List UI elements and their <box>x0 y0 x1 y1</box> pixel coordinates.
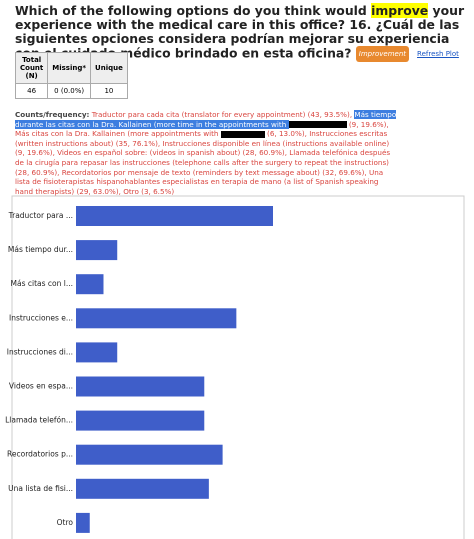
title-highlight: improve <box>371 3 429 18</box>
y-tick-label: Instrucciones di... <box>7 347 73 356</box>
bar <box>76 206 273 226</box>
tag[interactable]: Improvement <box>355 46 410 62</box>
bar <box>76 376 205 397</box>
title-text: Which of the following options do you th… <box>15 3 372 18</box>
redaction <box>220 130 265 138</box>
y-tick-label: Instrucciones e... <box>9 313 73 322</box>
y-tick-label: Más citas con l... <box>11 279 73 288</box>
bar <box>76 274 104 295</box>
bar <box>76 410 205 431</box>
header-cell: Unique <box>90 52 128 84</box>
frequency-part: Traductor para cada cita (translator for… <box>89 110 355 119</box>
frequency-text: Counts/frequency: Traductor para cada ci… <box>15 110 397 196</box>
chart: Traductor para ... Más tiempo dur... Más c… <box>5 195 465 539</box>
chart-frame <box>11 195 465 539</box>
summary-table: Total Count (N) Missing* Unique 46 0 (0.0%)… <box>14 52 128 99</box>
bar <box>76 240 118 261</box>
bar <box>76 512 90 533</box>
frequency-part: (9, 19.6%), Más citas con la Dra. Kallai… <box>15 119 389 139</box>
bar <box>76 308 237 329</box>
y-tick-label: Videos en espa... <box>9 382 73 391</box>
y-tick-label: Más tiempo dur... <box>8 245 73 254</box>
frequency-part: (6, 13.0%), Instrucciones escritas (writ… <box>15 129 391 196</box>
bar <box>76 478 209 499</box>
cell: 46 <box>14 83 49 99</box>
cell: 0 (0.0%) <box>47 83 92 99</box>
bar <box>76 444 223 465</box>
y-tick-label: Llamada telefón... <box>5 416 73 425</box>
y-tick-label: Traductor para ... <box>8 211 73 220</box>
header-cell: Total Count (N) <box>14 52 49 84</box>
y-tick-label: Otro <box>57 518 74 527</box>
frequency-label: Counts/frequency: <box>15 110 90 119</box>
bar <box>76 342 118 363</box>
y-tick-label: Una lista de fisi... <box>8 484 73 493</box>
cell: 10 <box>90 83 128 99</box>
header-cell: Missing* <box>47 52 92 84</box>
refresh-link[interactable]: Refresh Plot <box>417 50 459 58</box>
redaction <box>288 121 347 129</box>
y-tick-label: Recordatorios p... <box>7 450 73 459</box>
